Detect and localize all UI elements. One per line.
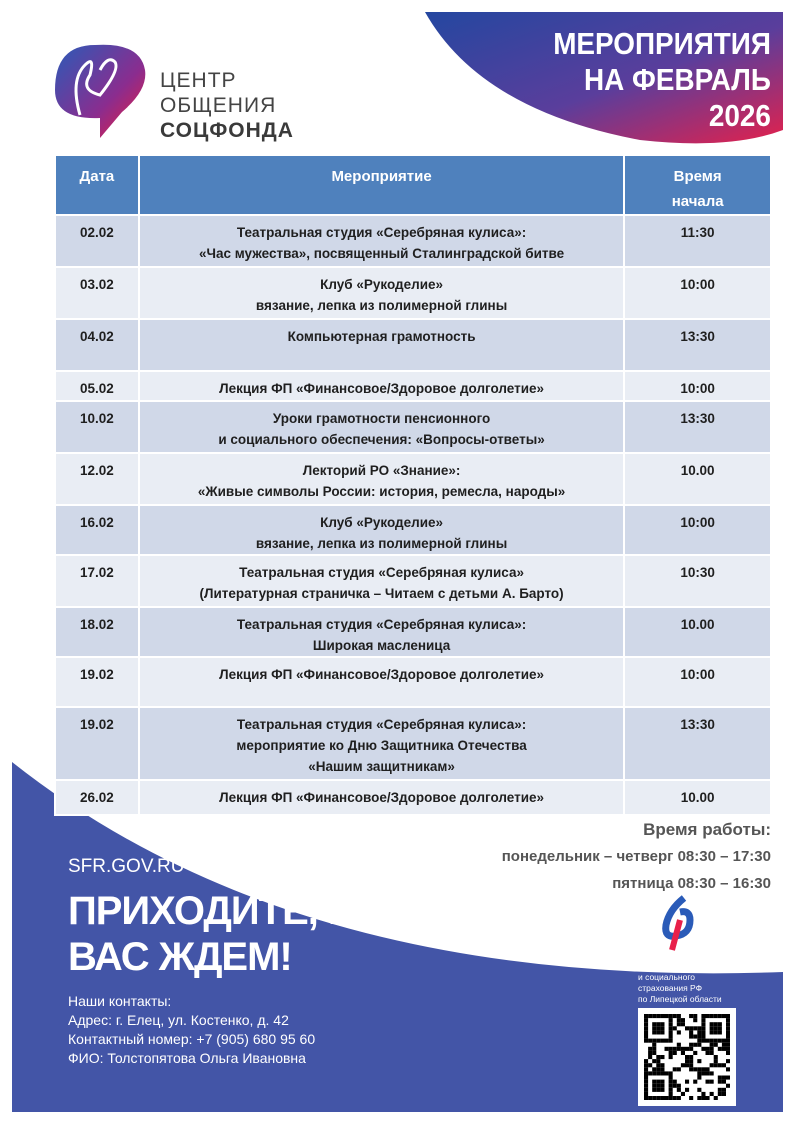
table-row: 12.02 Лекторий РО «Знание»: «Живые символ… (54, 452, 772, 506)
table-row: 26.02 Лекция ФП «Финансовое/Здоровое дол… (54, 779, 772, 816)
header-date: Дата (54, 154, 140, 216)
header-event: Мероприятие (137, 154, 626, 216)
page-title: МЕРОПРИЯТИЯ НА ФЕВРАЛЬ 2026 (553, 26, 771, 134)
title-line: НА ФЕВРАЛЬ (584, 62, 771, 97)
cell-date: 16.02 (54, 504, 140, 556)
cell-date: 26.02 (54, 779, 140, 816)
table-row: 19.02 Театральная студия «Серебряная кул… (54, 706, 772, 781)
cell-event: Лекция ФП «Финансовое/Здоровое долголети… (137, 656, 626, 708)
logo-line: ОБЩЕНИЯ (160, 94, 277, 117)
cell-time: 11:30 (623, 214, 772, 268)
cell-time: 10:00 (623, 656, 772, 708)
cell-time: 10.00 (623, 779, 772, 816)
cell-event: Театральная студия «Серебряная кулиса»: м… (137, 706, 626, 781)
hours-friday: пятница 08:30 – 16:30 (612, 875, 771, 892)
cell-time: 10.00 (623, 452, 772, 506)
table-row: 19.02 Лекция ФП «Финансовое/Здоровое дол… (54, 656, 772, 708)
contacts-title: Наши контакты: (68, 993, 172, 1009)
table-row: 02.02 Театральная студия «Серебряная кул… (54, 214, 772, 268)
logo-line: ЦЕНТР (160, 69, 237, 92)
cell-event: Лекторий РО «Знание»: «Живые символы Росс… (137, 452, 626, 506)
contacts-person: ФИО: Толстопятова Ольга Ивановна (68, 1050, 306, 1066)
sfr-caption: Отделение Фонда пенсионного и социального с… (638, 950, 722, 1004)
cell-date: 12.02 (54, 452, 140, 506)
events-table: Дата Мероприятие Время начала 02.02 Театр… (54, 154, 772, 816)
logo-line: СОЦФОНДА (160, 119, 294, 142)
table-row: 03.02 Клуб «Рукоделие» вязание, лепка из … (54, 266, 772, 320)
cell-event: Театральная студия «Серебряная кулиса»: «… (137, 214, 626, 268)
table-row: 16.02 Клуб «Рукоделие» вязание, лепка из … (54, 504, 772, 556)
table-row: 04.02 Компьютерная грамотность 13:30 (54, 318, 772, 372)
working-hours: Время работы: понедельник – четверг 08:3… (502, 816, 771, 897)
logo-text: ЦЕНТР ОБЩЕНИЯ СОЦФОНДА (160, 68, 294, 143)
cell-event: Театральная студия «Серебряная кулиса» (Л… (137, 554, 626, 608)
header-time: Время начала (623, 154, 772, 216)
table-row: 18.02 Театральная студия «Серебряная кул… (54, 606, 772, 658)
hours-weekdays: понедельник – четверг 08:30 – 17:30 (501, 848, 771, 865)
title-banner-shape (425, 12, 783, 144)
cell-event: Компьютерная грамотность (137, 318, 626, 372)
cell-date: 03.02 (54, 266, 140, 320)
cell-date: 02.02 (54, 214, 140, 268)
table-row: 05.02 Лекция ФП «Финансовое/Здоровое дол… (54, 370, 772, 402)
table-row: 17.02 Театральная студия «Серебряная кул… (54, 554, 772, 608)
cell-time: 10:30 (623, 554, 772, 608)
bottom-blue-panel (12, 762, 783, 1112)
cell-date: 18.02 (54, 606, 140, 658)
contacts-address: Адрес: г. Елец, ул. Костенко, д. 42 (68, 1012, 289, 1028)
cell-event: Уроки грамотности пенсионного и социально… (137, 400, 626, 454)
hours-title: Время работы: (643, 820, 771, 839)
cell-time: 10:00 (623, 504, 772, 556)
slogan-line: ВАС ЖДЕМ! (68, 935, 293, 979)
contacts-phone: Контактный номер: +7 (905) 680 95 60 (68, 1031, 316, 1047)
cell-date: 05.02 (54, 370, 140, 402)
slogan-line: ПРИХОДИТЕ, МЫ (68, 889, 399, 933)
slogan: ПРИХОДИТЕ, МЫ ВАС ЖДЕМ! (68, 888, 399, 980)
heart-logo-icon (55, 44, 146, 138)
cell-time: 13:30 (623, 318, 772, 372)
title-line: 2026 (708, 98, 771, 133)
cell-date: 04.02 (54, 318, 140, 372)
website-link[interactable]: SFR.GOV.RU (68, 856, 185, 877)
cell-event: Клуб «Рукоделие» вязание, лепка из полиме… (137, 504, 626, 556)
cell-time: 10:00 (623, 370, 772, 402)
cell-event: Лекция ФП «Финансовое/Здоровое долголети… (137, 779, 626, 816)
cell-time: 13:30 (623, 400, 772, 454)
cell-event: Клуб «Рукоделие» вязание, лепка из полиме… (137, 266, 626, 320)
sfr-logo-icon (645, 891, 709, 955)
cell-date: 19.02 (54, 706, 140, 781)
contacts: Наши контакты: Адрес: г. Елец, ул. Косте… (68, 992, 315, 1068)
cell-date: 10.02 (54, 400, 140, 454)
cell-time: 13:30 (623, 706, 772, 781)
cell-date: 19.02 (54, 656, 140, 708)
cell-time: 10.00 (623, 606, 772, 658)
cell-event: Лекция ФП «Финансовое/Здоровое долголети… (137, 370, 626, 402)
cell-event: Театральная студия «Серебряная кулиса»: Ш… (137, 606, 626, 658)
cell-time: 10:00 (623, 266, 772, 320)
qr-code[interactable] (638, 1008, 736, 1106)
table-row: 10.02 Уроки грамотности пенсионного и соц… (54, 400, 772, 454)
cell-date: 17.02 (54, 554, 140, 608)
title-line: МЕРОПРИЯТИЯ (553, 26, 771, 61)
